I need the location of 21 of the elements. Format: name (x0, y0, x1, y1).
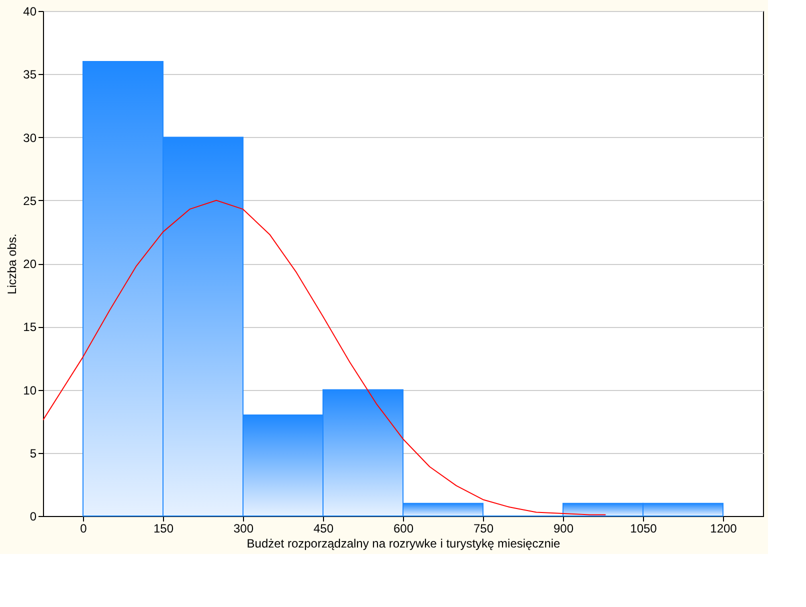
x-tick-label: 450 (313, 522, 334, 536)
y-tick-label: 40 (23, 4, 37, 18)
y-tick-label: 35 (23, 68, 37, 82)
x-tick-label: 600 (393, 522, 414, 536)
y-tick-label: 0 (30, 510, 37, 524)
x-tick-label: 1200 (710, 522, 738, 536)
y-tick-label: 5 (30, 446, 37, 460)
x-tick-label: 150 (153, 522, 174, 536)
x-tick-label: 0 (80, 522, 88, 536)
y-tick-label: 25 (23, 194, 37, 208)
y-tick-label: 10 (23, 383, 37, 398)
x-tick-label: 1050 (630, 522, 658, 536)
y-tick-label: 30 (23, 130, 37, 145)
x-tick-label: 750 (473, 522, 494, 536)
x-tick-label: 900 (553, 522, 574, 536)
x-axis-title: Budżet rozporządzalny na rozrywke i turystykę miesięcznie (246, 536, 561, 550)
y-tick-label: 20 (23, 257, 37, 271)
line-series (43, 200, 606, 516)
y-axis-title: Liczba obs. (5, 234, 20, 294)
x-tick-label: 300 (233, 522, 254, 536)
y-tick-label: 15 (23, 320, 37, 334)
